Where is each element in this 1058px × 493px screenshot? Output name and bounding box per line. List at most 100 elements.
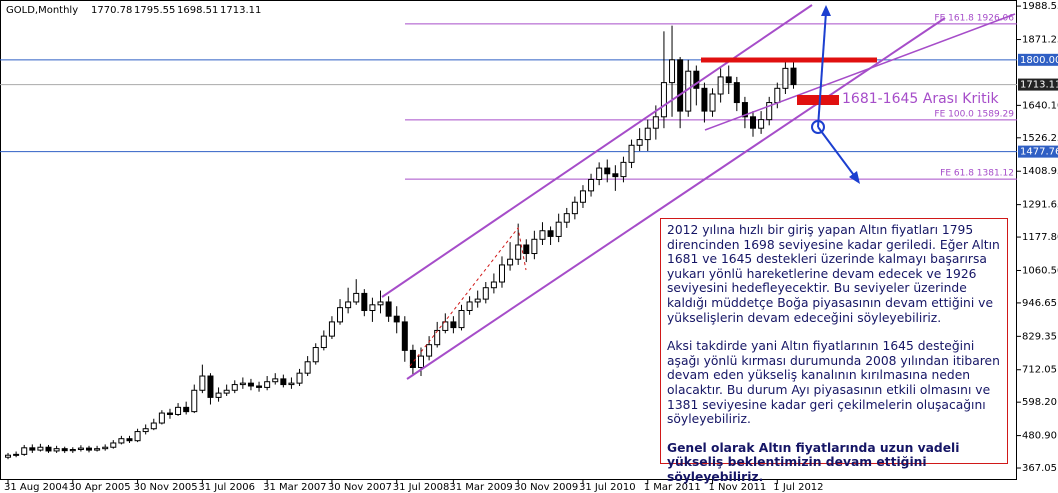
arrow-up: [817, 11, 827, 128]
header-symbol: GOLD,Monthly: [6, 5, 78, 16]
candle-body: [709, 93, 716, 112]
price-label: 1713.11: [1020, 80, 1058, 91]
commentary-paragraph: 2012 yılına hızlı bir giriş yapan Altın …: [667, 223, 1000, 325]
x-tick-label: 1 Jul 2012: [773, 482, 823, 493]
candle-body: [725, 76, 732, 84]
candle-body: [175, 406, 182, 415]
candle-body: [264, 381, 271, 388]
arrow-head: [849, 171, 860, 184]
y-tick-label: 1871.25: [1022, 35, 1058, 46]
fib-label: FE 161.8 1926.06: [934, 13, 1014, 23]
candle-body: [701, 87, 708, 112]
arrow-down: [817, 126, 857, 179]
candle-body: [604, 167, 611, 175]
candle-body: [223, 389, 230, 394]
candle-body: [612, 173, 619, 178]
candle-body: [77, 447, 84, 451]
candle-body: [369, 304, 376, 312]
candle-body: [191, 389, 198, 413]
candle-body: [328, 321, 335, 337]
candle-body: [766, 102, 773, 121]
commentary-conclusion: Genel olarak Altın fiyatlarında uzun vad…: [667, 440, 960, 484]
header-high: 1795.55: [134, 5, 175, 16]
channel-lower: [406, 17, 946, 380]
candle-body: [717, 76, 724, 95]
candle-body: [507, 258, 514, 266]
candle-body: [385, 301, 392, 317]
x-tick-label: 31 Jul 2010: [579, 482, 636, 493]
candle-body: [490, 281, 497, 289]
candle-body: [563, 213, 570, 223]
candle-body: [288, 382, 295, 386]
candle-body: [523, 244, 530, 255]
candle-body: [158, 412, 165, 424]
candle-body: [620, 161, 627, 178]
candle-body: [588, 178, 595, 192]
candle-body: [118, 438, 125, 444]
candle-body: [134, 431, 141, 442]
candle-body: [442, 321, 449, 331]
wave-line: [409, 226, 527, 367]
candle-body: [741, 102, 748, 118]
candle-body: [733, 82, 740, 104]
candle-body: [150, 422, 157, 430]
candle-body: [272, 378, 279, 383]
fib-label: FE 100.0 1589.29: [934, 109, 1014, 119]
candle-body: [401, 321, 408, 351]
x-tick-label: 31 Aug 2004: [4, 482, 68, 493]
candle-body: [426, 344, 433, 357]
candle-body: [61, 448, 68, 452]
candle-body: [231, 384, 238, 391]
candle-body: [280, 378, 287, 386]
candle-body: [644, 127, 651, 141]
x-tick-label: 1 Nov 2011: [709, 482, 767, 493]
candle-body: [312, 347, 319, 363]
zone-label: 1681-1645 Arası Kritik: [842, 91, 1000, 107]
candle-body: [790, 67, 797, 86]
candle-body: [677, 59, 684, 112]
candle-body: [750, 116, 757, 129]
candle-body: [256, 385, 263, 388]
header-low: 1698.51: [177, 5, 218, 16]
x-tick-label: 31 Mar 2007: [263, 482, 326, 493]
candle-body: [458, 310, 465, 329]
candle-body: [142, 428, 149, 433]
candle-body: [669, 59, 676, 84]
x-tick-label: 30 Nov 2009: [514, 482, 578, 493]
candle-body: [199, 375, 206, 391]
candle-body: [482, 287, 489, 300]
candle-body: [5, 454, 12, 458]
candle-body: [571, 201, 578, 215]
candle-body: [531, 238, 538, 255]
candle-body: [377, 301, 384, 306]
y-tick-label: 367.05: [1022, 463, 1057, 474]
candle-body: [579, 190, 586, 203]
candle-body: [94, 448, 101, 451]
candle-body: [13, 453, 20, 456]
arrow-head: [821, 5, 831, 16]
candle-body: [45, 446, 52, 452]
channel-extension: [704, 13, 1016, 131]
candle-body: [345, 301, 352, 309]
candle-body: [239, 382, 246, 386]
candle-body: [361, 292, 368, 312]
candle-body: [85, 447, 92, 451]
y-tick-label: 1291.65: [1022, 200, 1058, 211]
candle-body: [183, 406, 190, 413]
candle-body: [207, 375, 214, 398]
y-tick-label: 946.65: [1022, 298, 1057, 309]
candle-body: [693, 70, 700, 89]
candle-body: [53, 448, 60, 452]
x-tick-label: 1 Mar 2011: [644, 482, 701, 493]
candle-body: [628, 144, 635, 163]
candle-body: [547, 230, 554, 237]
x-tick-label: 31 Jul 2008: [393, 482, 450, 493]
candle-body: [418, 355, 425, 368]
x-tick-label: 30 Nov 2007: [328, 482, 392, 493]
candle-body: [434, 329, 441, 346]
y-tick-label: 1408.95: [1022, 166, 1058, 177]
candle-body: [652, 116, 659, 129]
y-tick-label: 1526.25: [1022, 133, 1058, 144]
candle-body: [320, 335, 327, 349]
